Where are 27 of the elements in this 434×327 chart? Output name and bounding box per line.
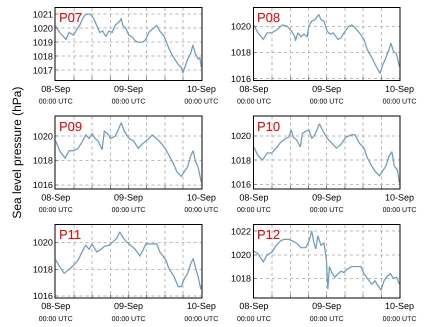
chart-title: P11 [59,227,82,242]
y-tick-label: 1016 [32,180,53,190]
y-tick-label: 1018 [231,48,252,58]
chart-title: P07 [59,10,82,25]
y-tick-label: 1021 [32,9,53,20]
chart-title: P09 [59,119,82,134]
y-tick-label: 1020 [32,238,53,248]
y-tick-label: 1022 [231,226,252,236]
y-tick-label: 1018 [231,155,252,166]
y-tick-label: 1017 [32,65,53,76]
y-tick-label: 1020 [231,21,252,32]
y-tick-label: 1018 [32,51,53,62]
y-tick-label: 1016 [32,291,53,302]
chart-title: P10 [257,119,280,134]
y-tick-label: 1020 [231,131,252,142]
y-tick-label: 1020 [32,131,53,142]
y-tick-label: 1020 [231,250,252,260]
y-tick-label: 1016 [231,180,252,190]
y-axis-title: Sea level pressure (hPa) [10,86,24,219]
chart-title: P08 [257,10,280,25]
y-tick-label: 1016 [231,74,252,84]
y-tick-label: 1020 [32,23,53,34]
y-tick-label: 1018 [32,156,53,166]
y-tick-label: 1018 [231,274,252,284]
chart-title: P12 [257,227,280,242]
y-tick-label: 1018 [32,264,53,274]
y-tick-label: 1019 [32,37,53,48]
